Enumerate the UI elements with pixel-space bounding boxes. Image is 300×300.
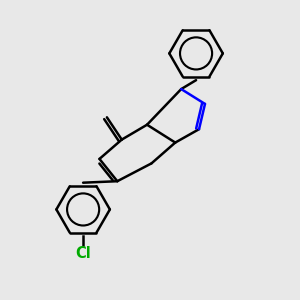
Text: Cl: Cl [75,246,91,261]
